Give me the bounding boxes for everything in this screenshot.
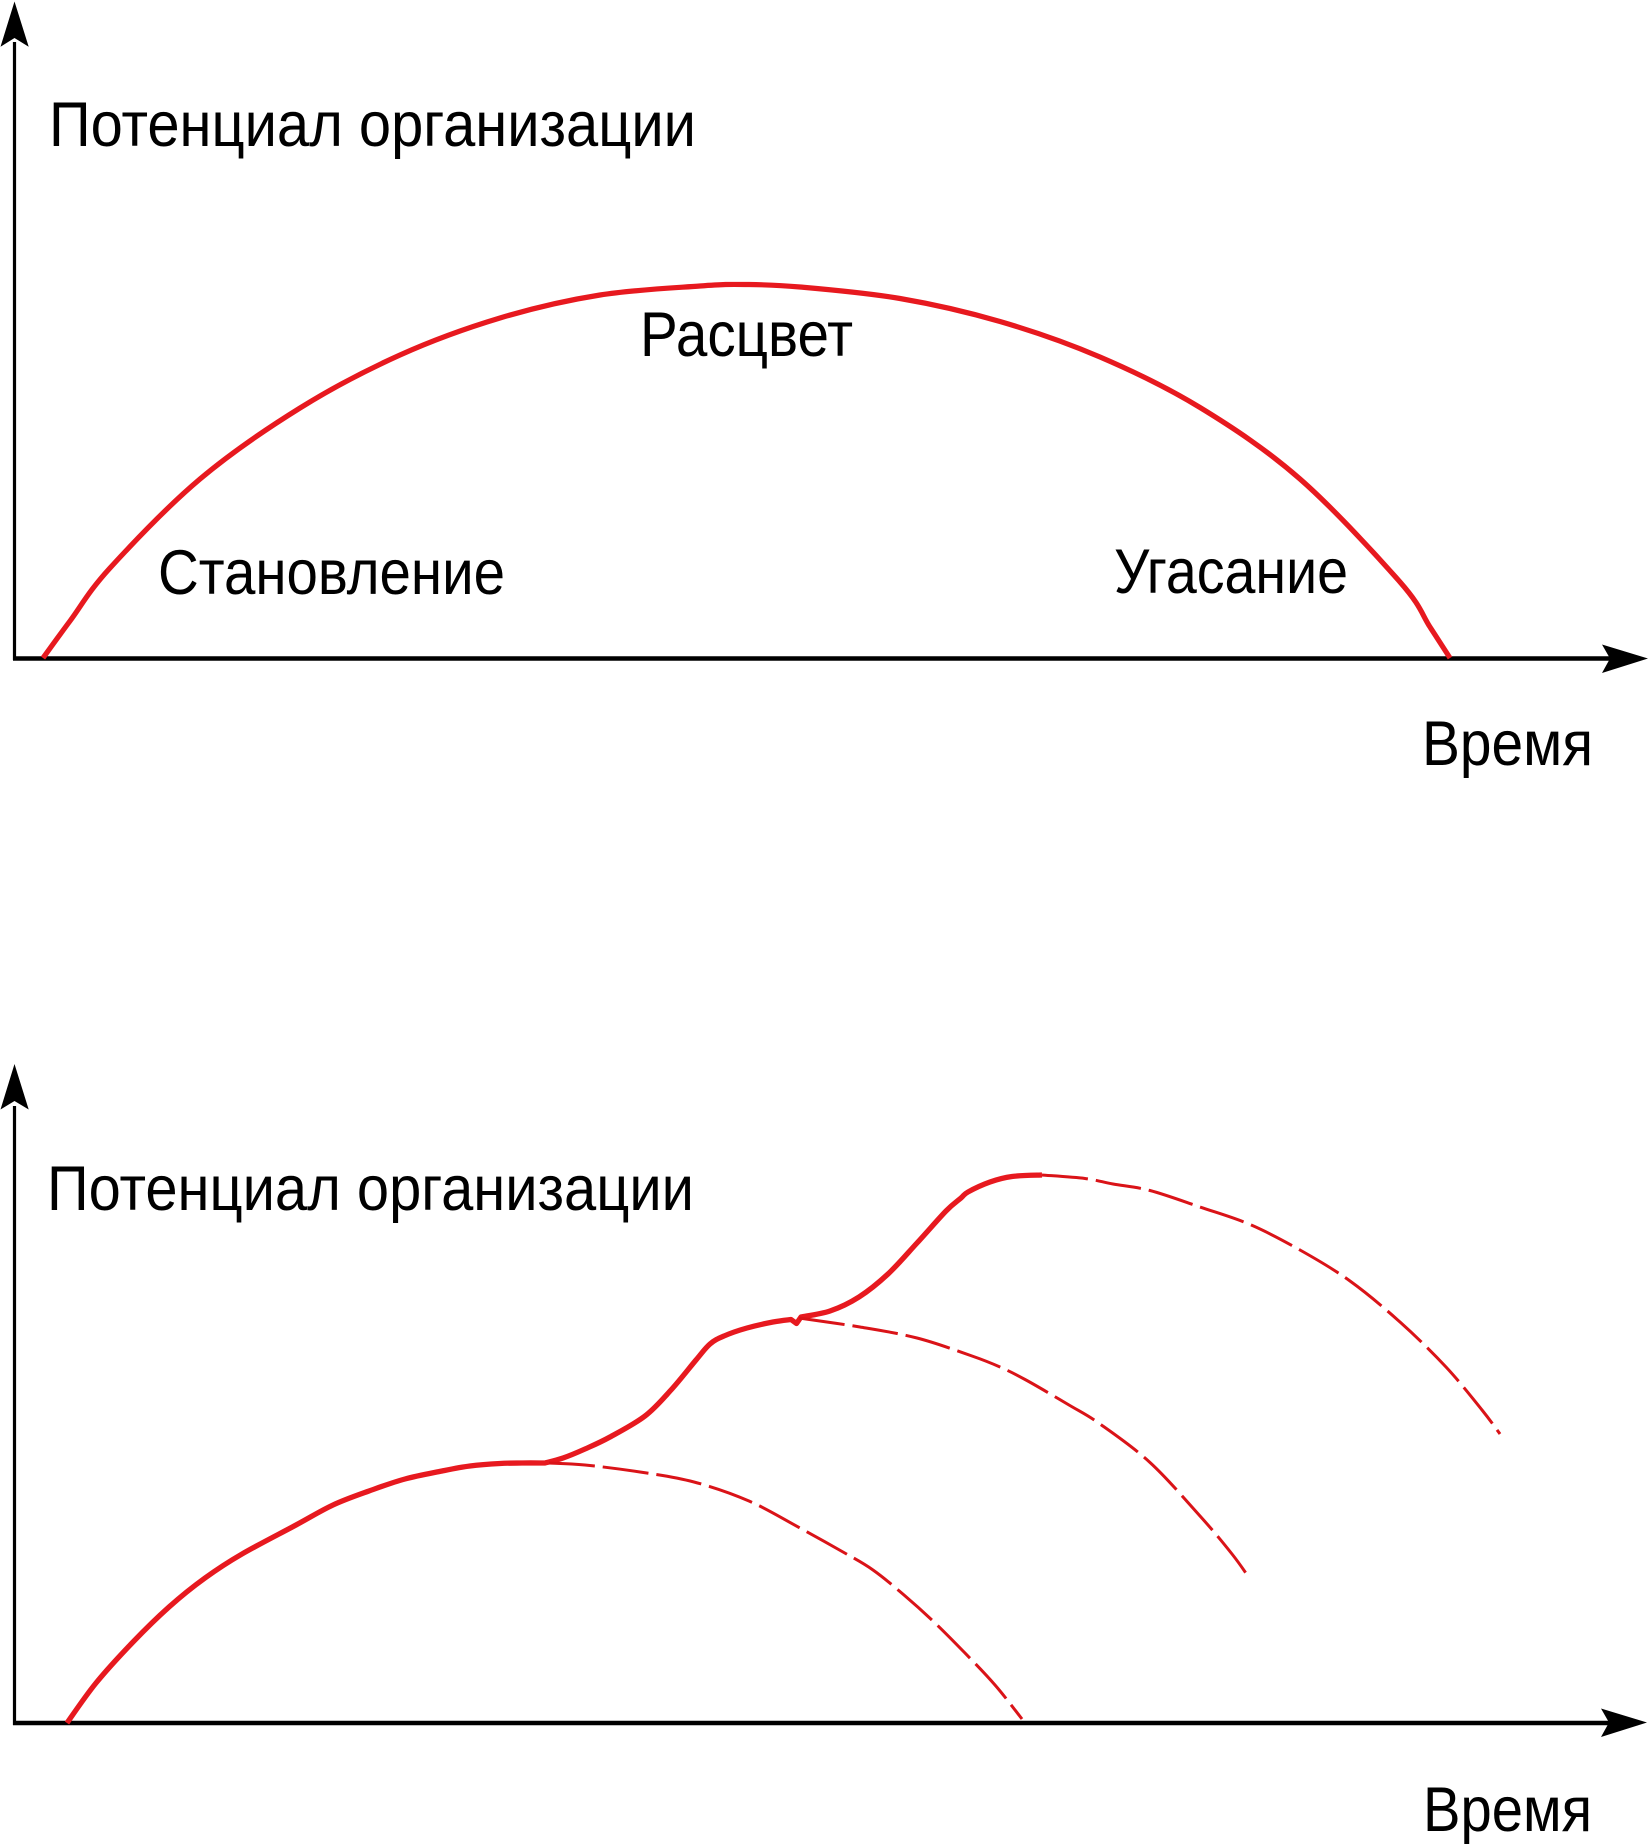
svg-text:Угасание: Угасание <box>1114 537 1348 607</box>
svg-text:Потенциал организации: Потенциал организации <box>49 90 696 160</box>
svg-text:Расцвет: Расцвет <box>640 300 853 370</box>
svg-text:Становление: Становление <box>158 538 505 608</box>
svg-text:Время: Время <box>1422 709 1593 779</box>
svg-text:Потенциал организации: Потенциал организации <box>47 1154 694 1224</box>
svg-text:Время: Время <box>1423 1775 1592 1845</box>
